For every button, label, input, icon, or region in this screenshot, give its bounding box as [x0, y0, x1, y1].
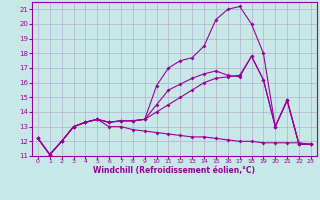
X-axis label: Windchill (Refroidissement éolien,°C): Windchill (Refroidissement éolien,°C): [93, 166, 255, 175]
